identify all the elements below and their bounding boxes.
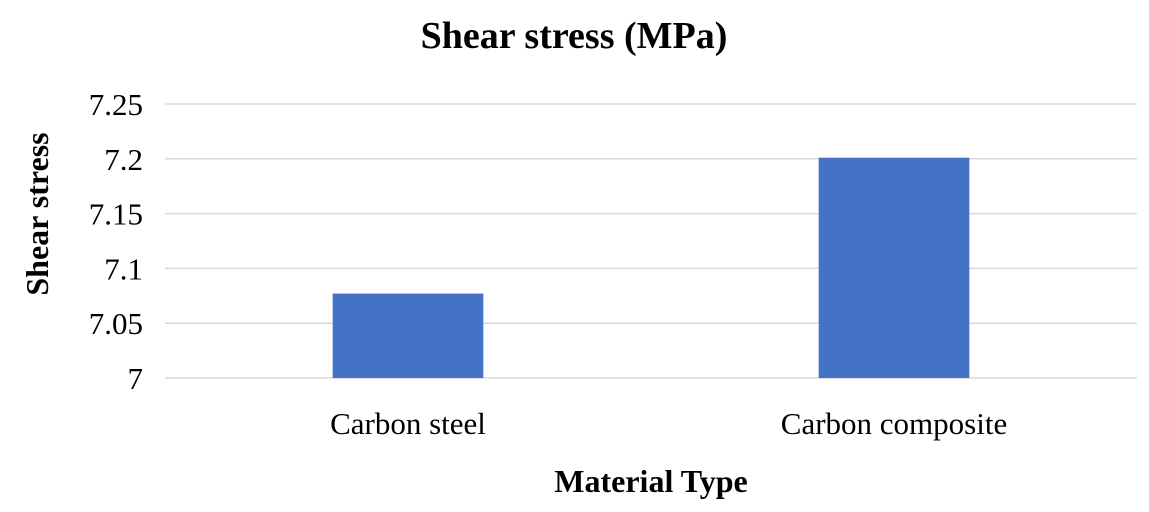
y-tick-label: 7.1 <box>104 251 143 286</box>
y-axis-label: Shear stress <box>19 132 55 295</box>
y-tick-label: 7 <box>128 361 144 396</box>
y-tick-label: 7.2 <box>104 142 143 177</box>
chart-title: Shear stress (MPa) <box>421 15 728 57</box>
y-tick-labels: 7 7.05 7.1 7.15 7.2 7.25 <box>89 87 143 396</box>
x-tick-label: Carbon composite <box>781 406 1007 441</box>
y-tick-label: 7.05 <box>89 306 143 341</box>
bar <box>818 157 970 378</box>
x-axis-label: Material Type <box>554 463 747 499</box>
x-tick-label: Carbon steel <box>330 406 486 441</box>
bars <box>332 157 970 378</box>
x-tick-labels: Carbon steel Carbon composite <box>330 406 1007 441</box>
y-tick-label: 7.25 <box>89 87 143 122</box>
gridlines <box>165 103 1137 379</box>
y-tick-label: 7.15 <box>89 197 143 232</box>
bar <box>332 293 484 378</box>
